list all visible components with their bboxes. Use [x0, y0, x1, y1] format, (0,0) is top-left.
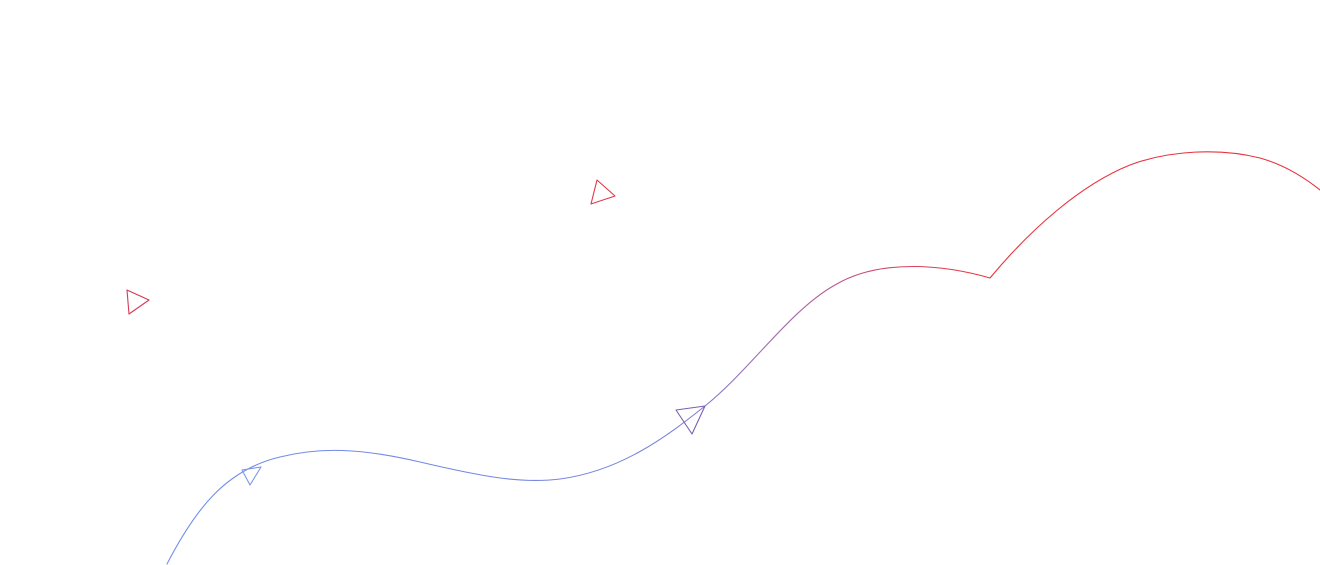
gradient-curve-path [166, 151, 1320, 565]
triangle-arrow-icon [126, 289, 150, 315]
triangle-arrow-icon [241, 466, 262, 486]
triangle-arrow-icon [590, 179, 616, 205]
triangle-arrow-icon [675, 405, 706, 435]
